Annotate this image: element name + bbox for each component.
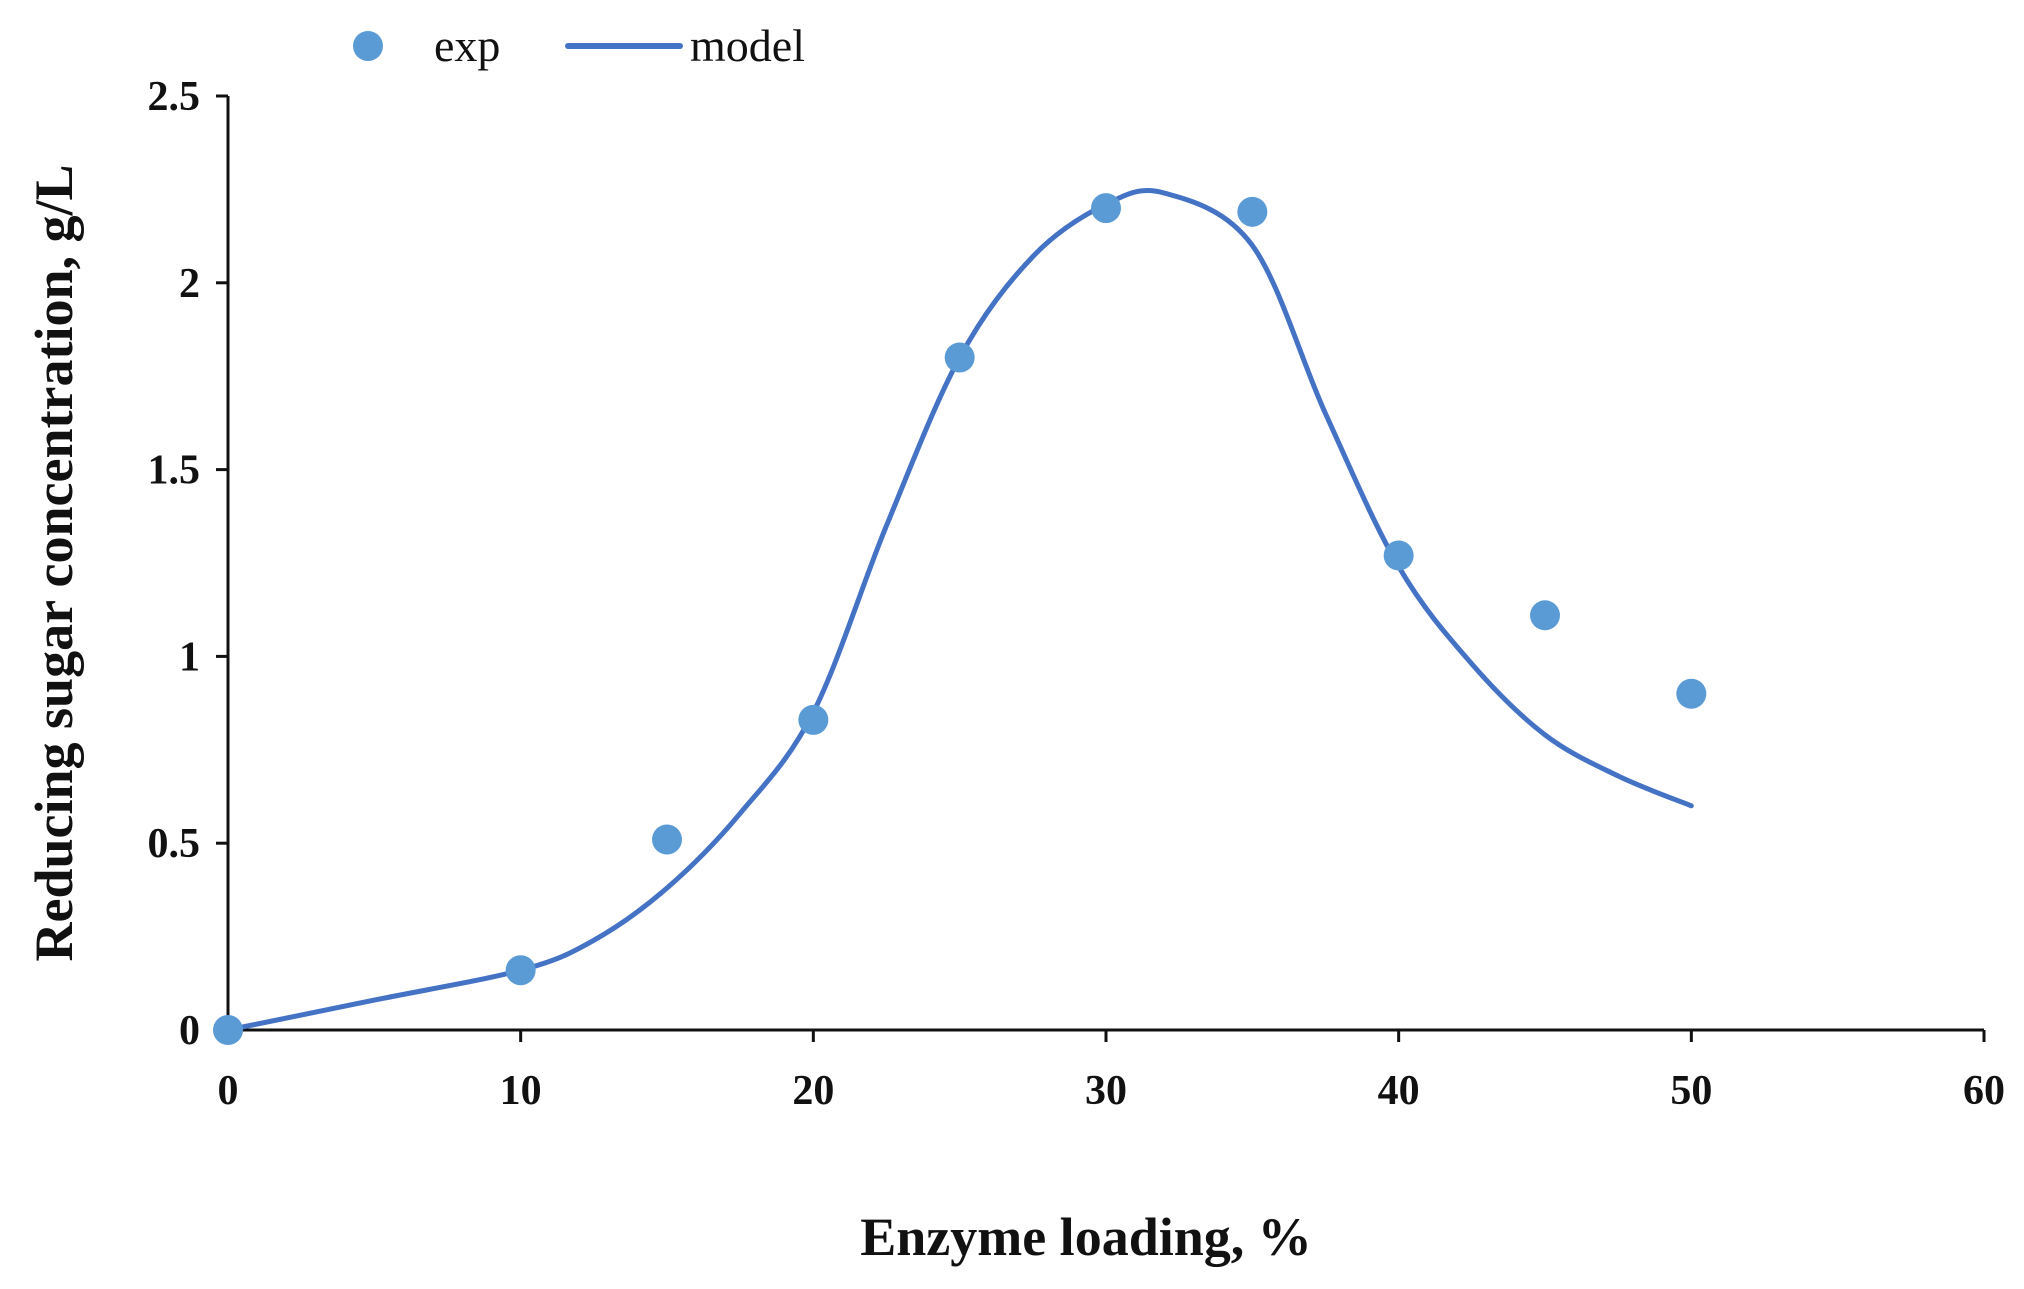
x-tick-label: 40 bbox=[1378, 1068, 1420, 1114]
exp-point bbox=[213, 1015, 243, 1045]
x-tick-label: 30 bbox=[1085, 1068, 1127, 1114]
y-tick-label: 2 bbox=[179, 261, 200, 307]
axes bbox=[226, 96, 1984, 1032]
model-line bbox=[225, 188, 1694, 1033]
legend-exp-marker bbox=[353, 31, 383, 61]
exp-point bbox=[944, 342, 975, 373]
exp-point bbox=[505, 955, 536, 986]
y-tick-label: 1 bbox=[179, 634, 200, 680]
y-axis-title: Reducing sugar concentration, g/L bbox=[24, 164, 84, 961]
x-tick-label: 60 bbox=[1963, 1068, 2005, 1114]
y-tick-label: 1.5 bbox=[148, 448, 201, 494]
y-tick-label: 0.5 bbox=[148, 821, 201, 867]
x-axis-title: Enzyme loading, % bbox=[860, 1207, 1312, 1267]
legend-model-label: model bbox=[690, 20, 805, 71]
exp-point bbox=[798, 704, 829, 735]
y-tick-label: 2.5 bbox=[148, 74, 201, 120]
legend: exp model bbox=[353, 20, 805, 71]
exp-point bbox=[652, 824, 682, 855]
legend-exp-label: exp bbox=[434, 20, 500, 71]
exp-point bbox=[1530, 600, 1560, 631]
x-ticks: 0 10 20 30 40 50 60 bbox=[218, 1030, 2005, 1114]
exp-point bbox=[1091, 193, 1121, 224]
x-tick-label: 0 bbox=[218, 1068, 239, 1114]
y-tick-label: 0 bbox=[179, 1008, 200, 1054]
exp-point bbox=[1383, 540, 1414, 571]
y-ticks: 0 0.5 1 1.5 2 2.5 bbox=[148, 74, 228, 1054]
x-tick-label: 10 bbox=[500, 1068, 542, 1114]
x-tick-label: 50 bbox=[1670, 1068, 1712, 1114]
exp-markers bbox=[213, 193, 1707, 1045]
exp-point bbox=[1676, 678, 1707, 709]
x-tick-label: 20 bbox=[792, 1068, 834, 1114]
exp-point bbox=[1237, 196, 1268, 227]
